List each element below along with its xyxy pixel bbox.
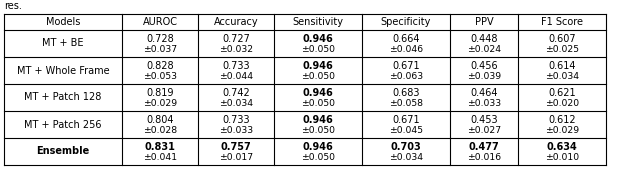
Text: ±0.017: ±0.017 bbox=[219, 153, 253, 162]
Text: ±0.053: ±0.053 bbox=[143, 72, 177, 81]
Text: F1 Score: F1 Score bbox=[541, 17, 583, 27]
Text: ±0.045: ±0.045 bbox=[389, 126, 423, 135]
Text: 0.757: 0.757 bbox=[221, 142, 252, 152]
Text: ±0.029: ±0.029 bbox=[143, 99, 177, 108]
Text: ±0.028: ±0.028 bbox=[143, 126, 177, 135]
Text: ±0.016: ±0.016 bbox=[467, 153, 501, 162]
Text: MT + Whole Frame: MT + Whole Frame bbox=[17, 66, 109, 75]
Text: ±0.050: ±0.050 bbox=[301, 126, 335, 135]
Text: 0.946: 0.946 bbox=[303, 34, 333, 44]
Text: AUROC: AUROC bbox=[143, 17, 177, 27]
Text: MT + Patch 256: MT + Patch 256 bbox=[24, 120, 102, 129]
Text: ±0.063: ±0.063 bbox=[389, 72, 423, 81]
Text: 0.621: 0.621 bbox=[548, 88, 576, 98]
Text: ±0.041: ±0.041 bbox=[143, 153, 177, 162]
Text: ±0.050: ±0.050 bbox=[301, 99, 335, 108]
Text: Ensemble: Ensemble bbox=[36, 147, 90, 156]
Text: ±0.050: ±0.050 bbox=[301, 153, 335, 162]
Text: 0.612: 0.612 bbox=[548, 115, 576, 125]
Text: Models: Models bbox=[46, 17, 80, 27]
Text: 0.733: 0.733 bbox=[222, 115, 250, 125]
Text: 0.946: 0.946 bbox=[303, 115, 333, 125]
Text: ±0.010: ±0.010 bbox=[545, 153, 579, 162]
Text: Accuracy: Accuracy bbox=[214, 17, 259, 27]
Text: 0.448: 0.448 bbox=[470, 34, 498, 44]
Text: res.: res. bbox=[4, 1, 22, 11]
Text: ±0.020: ±0.020 bbox=[545, 99, 579, 108]
Text: 0.683: 0.683 bbox=[392, 88, 420, 98]
Text: MT + Patch 128: MT + Patch 128 bbox=[24, 93, 102, 102]
Text: ±0.034: ±0.034 bbox=[219, 99, 253, 108]
Text: 0.477: 0.477 bbox=[468, 142, 499, 152]
Text: 0.614: 0.614 bbox=[548, 61, 576, 71]
Text: ±0.025: ±0.025 bbox=[545, 45, 579, 54]
Text: ±0.039: ±0.039 bbox=[467, 72, 501, 81]
Text: 0.946: 0.946 bbox=[303, 142, 333, 152]
Text: ±0.029: ±0.029 bbox=[545, 126, 579, 135]
Text: 0.634: 0.634 bbox=[547, 142, 577, 152]
Text: 0.456: 0.456 bbox=[470, 61, 498, 71]
Text: 0.733: 0.733 bbox=[222, 61, 250, 71]
Text: 0.804: 0.804 bbox=[147, 115, 173, 125]
Text: ±0.033: ±0.033 bbox=[467, 99, 501, 108]
Text: 0.728: 0.728 bbox=[146, 34, 174, 44]
Text: 0.819: 0.819 bbox=[147, 88, 173, 98]
Text: 0.831: 0.831 bbox=[145, 142, 175, 152]
Text: 0.453: 0.453 bbox=[470, 115, 498, 125]
Text: ±0.034: ±0.034 bbox=[389, 153, 423, 162]
Text: ±0.024: ±0.024 bbox=[467, 45, 501, 54]
Text: ±0.027: ±0.027 bbox=[467, 126, 501, 135]
Text: ±0.050: ±0.050 bbox=[301, 45, 335, 54]
Text: Sensitivity: Sensitivity bbox=[292, 17, 344, 27]
Text: ±0.032: ±0.032 bbox=[219, 45, 253, 54]
Text: ±0.058: ±0.058 bbox=[389, 99, 423, 108]
Text: 0.671: 0.671 bbox=[392, 61, 420, 71]
Text: ±0.033: ±0.033 bbox=[219, 126, 253, 135]
Text: 0.828: 0.828 bbox=[146, 61, 174, 71]
Text: 0.727: 0.727 bbox=[222, 34, 250, 44]
Text: ±0.037: ±0.037 bbox=[143, 45, 177, 54]
Text: 0.671: 0.671 bbox=[392, 115, 420, 125]
Text: 0.946: 0.946 bbox=[303, 88, 333, 98]
Text: 0.742: 0.742 bbox=[222, 88, 250, 98]
Text: 0.946: 0.946 bbox=[303, 61, 333, 71]
Text: ±0.050: ±0.050 bbox=[301, 72, 335, 81]
Text: MT + BE: MT + BE bbox=[42, 39, 84, 48]
Text: Specificity: Specificity bbox=[381, 17, 431, 27]
Text: 0.464: 0.464 bbox=[470, 88, 498, 98]
Text: 0.607: 0.607 bbox=[548, 34, 576, 44]
Text: 0.703: 0.703 bbox=[390, 142, 421, 152]
Text: ±0.044: ±0.044 bbox=[219, 72, 253, 81]
Text: 0.664: 0.664 bbox=[392, 34, 420, 44]
Text: ±0.034: ±0.034 bbox=[545, 72, 579, 81]
Text: PPV: PPV bbox=[475, 17, 493, 27]
Text: ±0.046: ±0.046 bbox=[389, 45, 423, 54]
